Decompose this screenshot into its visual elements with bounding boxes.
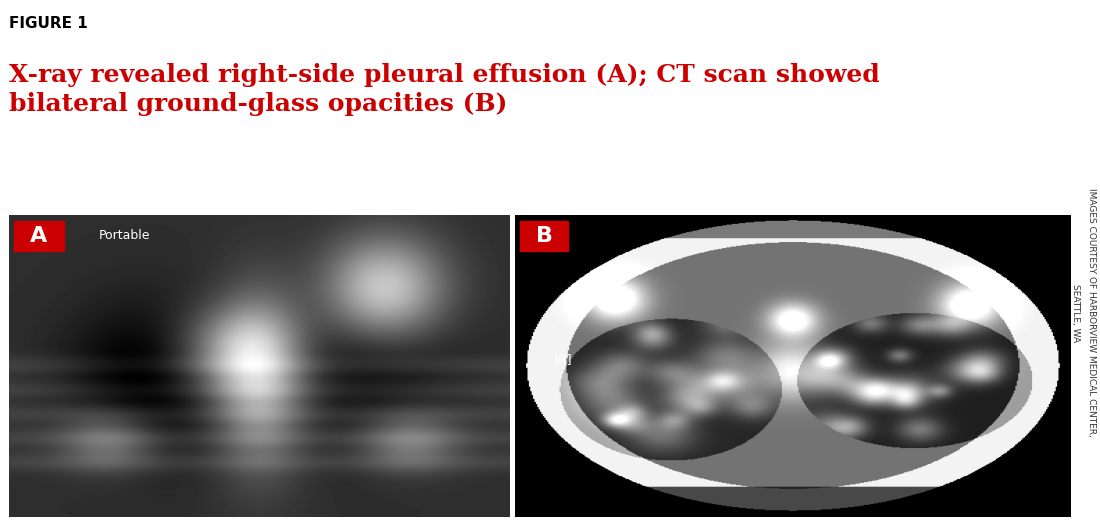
Text: [R]: [R] [553,353,572,366]
Text: IMAGES COURTESY OF HARBORVIEW MEDICAL CENTER,
SEATTLE, WA: IMAGES COURTESY OF HARBORVIEW MEDICAL CE… [1071,188,1096,437]
Text: Portable: Portable [99,229,151,242]
Bar [520,221,568,251]
Text: B: B [536,226,552,246]
Text: FIGURE 1: FIGURE 1 [9,16,88,31]
Bar [14,221,64,251]
Text: A: A [30,226,47,246]
Text: X-ray revealed right-side pleural effusion (A); CT scan showed
bilateral ground-: X-ray revealed right-side pleural effusi… [9,63,880,116]
